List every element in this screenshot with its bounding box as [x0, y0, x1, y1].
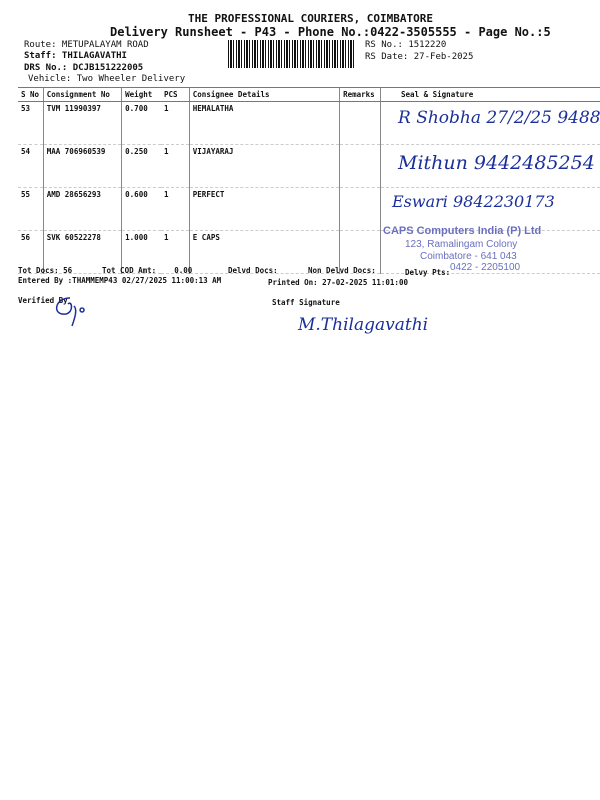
cell-seal [380, 230, 600, 274]
cell-sno: 55 [18, 187, 44, 231]
cell-remarks [339, 144, 381, 188]
consignment-table: S No Consignment No Weight PCS Consignee… [18, 87, 600, 274]
cell-sno: 54 [18, 144, 44, 188]
cell-pcs: 1 [161, 230, 190, 274]
col-remarks: Remarks [339, 87, 381, 102]
col-consignee: Consignee Details [188, 87, 340, 102]
cell-sno: 56 [18, 230, 44, 274]
cell-consignment: AMD 28656293 [42, 187, 122, 231]
table-row: 53 TVM 11990397 0.700 1 HEMALATHA [18, 101, 600, 145]
verifier-signature [56, 297, 85, 327]
cell-consignee: HEMALATHA [188, 101, 340, 145]
signature-row-53: R Shobha 27/2/25 948844 1144 [398, 108, 600, 128]
cell-consignee: VIJAYARAJ [188, 144, 340, 188]
cell-consignee: E CAPS [188, 230, 340, 274]
delvd-docs: Delvd Docs: [228, 266, 278, 275]
col-seal: Seal & Signature [380, 87, 600, 102]
table-header: S No Consignment No Weight PCS Consignee… [18, 87, 600, 102]
rs-date: RS Date: 27-Feb-2025 [365, 52, 474, 62]
rs-no: RS No.: 1512220 [365, 40, 447, 50]
barcode [228, 40, 356, 68]
signature-row-54: Mithun 9442485254 [398, 152, 595, 174]
printed-on: Printed On: 27-02-2025 11:01:00 [268, 278, 408, 287]
cell-weight: 0.700 [121, 101, 161, 145]
signature-row-55: Eswari 9842230173 [392, 192, 555, 211]
cell-pcs: 1 [161, 187, 190, 231]
runsheet-subtitle: Delivery Runsheet - P43 - Phone No.:0422… [110, 25, 551, 39]
table-row: 54 MAA 706960539 0.250 1 VIJAYARAJ [18, 144, 600, 188]
cell-weight: 0.250 [121, 144, 161, 188]
cell-seal [380, 187, 600, 231]
cell-seal [380, 101, 600, 145]
table-row: 56 SVK 60522278 1.000 1 E CAPS [18, 230, 600, 274]
stamp-line4: 0422 - 2205100 [450, 262, 521, 273]
tot-cod: Tot COD Amt: 0.00 [102, 266, 193, 275]
cell-pcs: 1 [161, 101, 190, 145]
verified-by: Verified By [18, 296, 68, 305]
staff-signature-label: Staff Signature [272, 298, 340, 307]
cell-remarks [339, 101, 381, 145]
col-pcs: PCS [161, 87, 190, 102]
staff: Staff: THILAGAVATHI [24, 51, 127, 61]
col-sno: S No [18, 87, 44, 102]
cell-consignment: MAA 706960539 [42, 144, 122, 188]
table-row: 55 AMD 28656293 0.600 1 PERFECT [18, 187, 600, 231]
col-consignment: Consignment No [42, 87, 122, 102]
cell-sno: 53 [18, 101, 44, 145]
tot-docs: Tot Docs: 56 [18, 266, 73, 275]
cell-weight: 0.600 [121, 187, 161, 231]
cell-consignment: SVK 60522278 [42, 230, 122, 274]
cell-consignee: PERFECT [188, 187, 340, 231]
delvy-pts: Delvy Pts: [405, 268, 451, 277]
staff-signature: M.Thilagavathi [298, 315, 429, 335]
non-delvd-docs: Non Delvd Docs: [308, 266, 376, 275]
cell-pcs: 1 [161, 144, 190, 188]
route: Route: METUPALAYAM ROAD [24, 40, 149, 50]
cell-consignment: TVM 11990397 [42, 101, 122, 145]
stamp-line2: 123, Ramalingam Colony [405, 239, 518, 250]
cell-seal [380, 144, 600, 188]
entered-by: Entered By :THAMMEMP43 02/27/2025 11:00:… [18, 276, 222, 285]
company-title: THE PROFESSIONAL COURIERS, COIMBATORE [188, 12, 434, 25]
drs-no: DRS No.: DCJB151222005 [24, 63, 144, 73]
cell-remarks [339, 230, 381, 274]
stamp-line3: Coimbatore - 641 043 [420, 251, 517, 262]
cell-weight: 1.000 [121, 230, 161, 274]
col-weight: Weight [121, 87, 161, 102]
stamp-line1: CAPS Computers India (P) Ltd [383, 225, 542, 237]
vehicle: Vehicle: Two Wheeler Delivery [28, 74, 186, 84]
cell-remarks [339, 187, 381, 231]
